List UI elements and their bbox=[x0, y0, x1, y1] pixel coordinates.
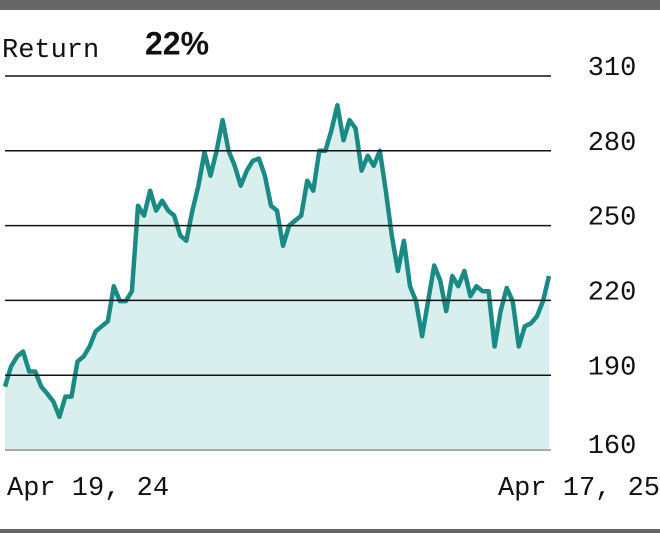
y-tick-label: 310 bbox=[588, 54, 637, 84]
y-tick-label: 160 bbox=[588, 432, 637, 462]
top-bar bbox=[0, 0, 660, 10]
return-value: 22% bbox=[145, 25, 209, 61]
bottom-bar bbox=[0, 529, 660, 533]
chart-title: Return bbox=[2, 36, 99, 66]
line bbox=[2, 102, 552, 420]
y-tick-label: 280 bbox=[588, 129, 637, 159]
y-tick-label: 220 bbox=[588, 279, 637, 309]
area bbox=[5, 105, 549, 450]
x-tick-label: Apr 17, 25 bbox=[498, 474, 660, 504]
y-tick-label: 250 bbox=[588, 204, 637, 234]
plot bbox=[2, 102, 552, 450]
y-tick-label: 190 bbox=[588, 353, 637, 383]
x-tick-label: Apr 19, 24 bbox=[7, 474, 169, 504]
